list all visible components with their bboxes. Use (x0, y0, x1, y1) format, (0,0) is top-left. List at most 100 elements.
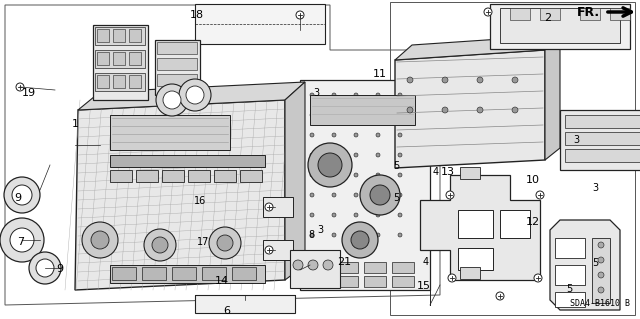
Bar (263, 240, 293, 260)
Text: 5: 5 (592, 258, 598, 268)
Circle shape (598, 272, 604, 278)
Bar (110, 265, 265, 283)
Bar (195, 295, 295, 313)
Bar (565, 149, 640, 162)
Circle shape (354, 93, 358, 97)
Text: 4: 4 (422, 256, 429, 267)
Text: 9: 9 (14, 193, 22, 203)
Bar (240, 170, 262, 182)
Bar (157, 74, 197, 86)
Bar (232, 267, 256, 280)
Circle shape (308, 143, 352, 187)
Circle shape (354, 193, 358, 197)
Circle shape (512, 77, 518, 83)
Bar (93, 25, 148, 100)
Circle shape (442, 77, 448, 83)
Bar (110, 170, 132, 182)
Circle shape (354, 113, 358, 117)
Text: 19: 19 (22, 88, 36, 98)
Circle shape (398, 213, 402, 217)
Bar (392, 262, 414, 273)
Circle shape (376, 173, 380, 177)
Bar (300, 80, 430, 290)
Circle shape (477, 107, 483, 113)
Circle shape (477, 77, 483, 83)
Bar (458, 248, 493, 270)
Bar (565, 132, 640, 145)
Circle shape (407, 77, 413, 83)
Circle shape (310, 153, 314, 157)
Text: 12: 12 (525, 217, 540, 227)
Bar (490, 4, 630, 49)
Polygon shape (550, 220, 620, 310)
Circle shape (4, 177, 40, 213)
Circle shape (376, 133, 380, 137)
Circle shape (398, 233, 402, 237)
Text: 16: 16 (194, 196, 207, 206)
Circle shape (308, 260, 318, 270)
Bar (157, 42, 197, 54)
Bar (336, 262, 358, 273)
Circle shape (310, 233, 314, 237)
Bar (592, 238, 610, 303)
Circle shape (163, 91, 181, 109)
Text: 5: 5 (566, 284, 573, 294)
Circle shape (534, 274, 542, 282)
Circle shape (82, 222, 118, 258)
Circle shape (265, 203, 273, 211)
Circle shape (296, 11, 304, 19)
Bar (560, 110, 640, 170)
Text: 14: 14 (215, 276, 229, 286)
Circle shape (10, 228, 34, 252)
Bar (308, 262, 330, 273)
Circle shape (36, 259, 54, 277)
Text: 4: 4 (432, 167, 438, 177)
Bar (157, 58, 197, 70)
Bar (129, 75, 141, 88)
Bar (113, 29, 125, 42)
Circle shape (376, 153, 380, 157)
Circle shape (156, 84, 188, 116)
Text: 7: 7 (17, 237, 25, 247)
Circle shape (354, 133, 358, 137)
Polygon shape (285, 82, 305, 280)
Circle shape (407, 107, 413, 113)
Text: 9: 9 (56, 263, 63, 274)
Bar (95, 73, 145, 91)
Bar (188, 170, 210, 182)
Bar (500, 210, 530, 238)
Polygon shape (395, 35, 560, 60)
Bar (364, 262, 386, 273)
Circle shape (376, 233, 380, 237)
Bar (214, 170, 236, 182)
Circle shape (144, 229, 176, 261)
Text: 3: 3 (592, 183, 598, 193)
Circle shape (446, 191, 454, 199)
Circle shape (398, 133, 402, 137)
Circle shape (332, 153, 336, 157)
Circle shape (354, 173, 358, 177)
Text: 21: 21 (337, 256, 351, 267)
Circle shape (318, 153, 342, 177)
Text: 17: 17 (196, 237, 209, 248)
Circle shape (310, 113, 314, 117)
Bar (155, 40, 200, 95)
Circle shape (484, 8, 492, 16)
Circle shape (310, 213, 314, 217)
Polygon shape (395, 50, 545, 168)
Polygon shape (545, 35, 560, 160)
Circle shape (310, 133, 314, 137)
Bar (172, 267, 196, 280)
Polygon shape (420, 175, 540, 280)
Circle shape (351, 231, 369, 249)
Bar (263, 197, 293, 217)
Bar (97, 52, 109, 65)
Bar (113, 75, 125, 88)
Bar (555, 238, 585, 258)
Text: 10: 10 (526, 174, 540, 185)
Circle shape (16, 83, 24, 91)
Circle shape (354, 153, 358, 157)
Circle shape (376, 193, 380, 197)
Bar (290, 250, 340, 288)
Polygon shape (78, 82, 305, 110)
